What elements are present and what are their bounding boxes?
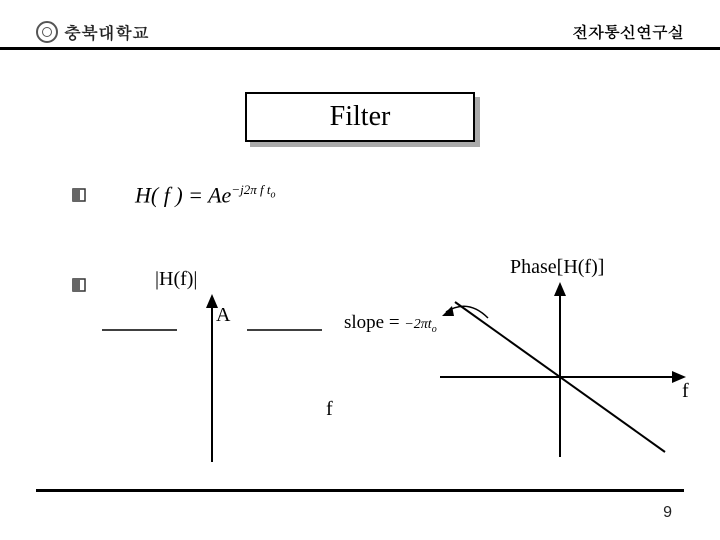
university-name: 충북대학교 — [64, 20, 149, 44]
equation-exp: −j2π f t — [231, 182, 270, 197]
transfer-function-equation: H( f ) = Ae−j2π f to — [135, 182, 275, 208]
slope-expr: −2πt — [404, 317, 431, 332]
phase-title: Phase[H(f)] — [510, 256, 604, 279]
footer-divider — [36, 489, 684, 492]
magnitude-plot — [92, 292, 332, 472]
slide-header: 충북대학교 전자통신연구실 — [0, 16, 720, 50]
bullet-icon — [72, 278, 86, 292]
phase-plot — [430, 282, 690, 472]
magnitude-title: |H(f)| — [155, 268, 197, 291]
title-box: Filter — [245, 92, 475, 142]
university-logo-wrap: 충북대학교 — [36, 20, 149, 44]
bullet-icon — [72, 188, 86, 202]
slope-prefix: slope = — [344, 312, 404, 333]
equation-lhs: H( f ) = Ae — [135, 182, 231, 207]
equation-exp-sub: o — [270, 190, 275, 201]
lab-name: 전자통신연구실 — [572, 20, 684, 43]
slope-label: slope = −2πto — [344, 312, 437, 335]
title-text: Filter — [330, 101, 391, 133]
page-number: 9 — [663, 504, 672, 522]
university-logo-icon — [36, 21, 58, 43]
